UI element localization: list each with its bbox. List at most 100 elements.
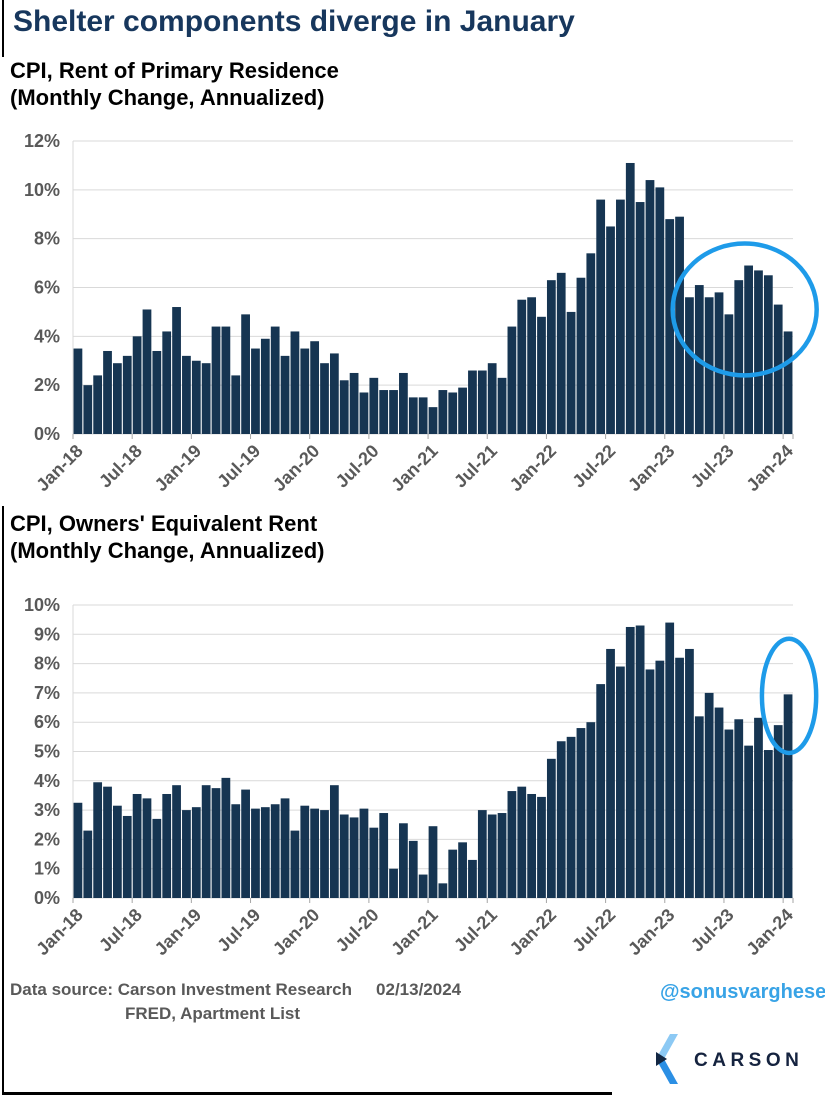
x-tick-label: Jan-23 bbox=[624, 905, 678, 959]
bar-Aug-18 bbox=[142, 798, 152, 898]
bar-Aug-21 bbox=[497, 377, 507, 434]
x-tick-label: Jul-20 bbox=[332, 905, 383, 956]
y-tick-label: 5% bbox=[34, 742, 60, 762]
y-tick-label: 6% bbox=[34, 712, 60, 732]
bar-Feb-20 bbox=[320, 810, 329, 898]
bar-May-20 bbox=[349, 372, 359, 434]
rent-chart-title-line2: (Monthly Change, Annualized) bbox=[10, 85, 325, 110]
owners-equivalent-rent-chart: 0% 1% 2% 3% 4% 5% 6% 7% 8% 9% 10% Jan-18 Jul-18 Jan-1… bbox=[24, 595, 819, 959]
bar-Sep-22 bbox=[625, 626, 635, 898]
bar-May-18 bbox=[113, 805, 122, 898]
bar-Jun-20 bbox=[359, 392, 369, 434]
bar-Dec-20 bbox=[418, 397, 428, 435]
bar-Oct-21 bbox=[517, 299, 527, 434]
bar-Jul-21 bbox=[487, 363, 497, 434]
bar-Jan-18 bbox=[73, 802, 83, 898]
carson-logo-mark-notch bbox=[656, 1052, 667, 1066]
bar-May-20 bbox=[349, 817, 359, 899]
y-tick-label: 0% bbox=[34, 888, 60, 908]
bar-Mar-23 bbox=[685, 648, 694, 898]
bar-Sep-18 bbox=[152, 818, 162, 898]
x-tick-label: Jan-24 bbox=[742, 905, 796, 959]
bar-May-19 bbox=[231, 375, 241, 434]
bar-Oct-22 bbox=[635, 625, 645, 898]
bar-Jan-19 bbox=[191, 807, 201, 898]
bar-Aug-19 bbox=[260, 338, 270, 434]
bar-Mar-21 bbox=[448, 392, 458, 434]
x-tick-label: Jul-19 bbox=[213, 905, 264, 956]
bar-Jul-19 bbox=[251, 348, 260, 434]
bar-Feb-19 bbox=[201, 363, 211, 434]
bar-Feb-18 bbox=[83, 830, 93, 898]
bar-Mar-20 bbox=[329, 353, 339, 435]
bar-Jul-22 bbox=[606, 648, 615, 898]
bar-Nov-20 bbox=[408, 397, 418, 435]
bar-Aug-19 bbox=[260, 807, 270, 898]
bar-May-23 bbox=[704, 692, 714, 898]
bar-Mar-22 bbox=[566, 311, 576, 434]
x-tick-label: Jul-23 bbox=[687, 905, 738, 956]
y-tick-label: 9% bbox=[34, 624, 60, 644]
highlight-ellipse bbox=[759, 636, 819, 756]
bar-Jul-18 bbox=[132, 336, 142, 434]
bar-Jun-23 bbox=[714, 292, 724, 434]
bar-Jul-22 bbox=[606, 226, 615, 434]
x-tick-label: Jul-21 bbox=[450, 905, 501, 956]
x-tick-label: Jul-22 bbox=[568, 441, 619, 492]
bar-Jul-21 bbox=[487, 814, 497, 899]
x-tick-label: Jan-19 bbox=[151, 441, 205, 495]
y-tick-label: 2% bbox=[34, 375, 60, 395]
bar-Jul-19 bbox=[251, 808, 260, 898]
bar-Oct-21 bbox=[517, 786, 527, 898]
bar-Sep-19 bbox=[270, 326, 280, 434]
x-tick-label: Jul-18 bbox=[95, 441, 146, 492]
x-tick-label: Jan-20 bbox=[269, 905, 323, 959]
bar-May-21 bbox=[468, 859, 477, 898]
bar-Nov-21 bbox=[527, 793, 537, 899]
bar-Apr-20 bbox=[339, 380, 349, 434]
bar-Dec-22 bbox=[655, 187, 665, 434]
x-tick-label: Jul-22 bbox=[568, 905, 619, 956]
bar-Dec-21 bbox=[537, 316, 546, 434]
x-tick-label: Jan-19 bbox=[151, 905, 205, 959]
y-tick-label: 6% bbox=[34, 278, 60, 298]
x-tick-label: Jul-21 bbox=[450, 441, 501, 492]
bar-Dec-20 bbox=[418, 874, 428, 898]
bar-Jan-23 bbox=[665, 219, 675, 434]
bar-Jun-22 bbox=[596, 199, 606, 434]
bar-May-18 bbox=[113, 363, 122, 434]
bar-Nov-21 bbox=[527, 297, 537, 434]
bar-Dec-22 bbox=[655, 660, 665, 898]
bar-Feb-19 bbox=[201, 785, 211, 898]
carson-logo-mark-top bbox=[656, 1034, 678, 1059]
bar-Jun-21 bbox=[477, 810, 487, 898]
bar-Nov-19 bbox=[290, 331, 300, 434]
y-tick-label: 2% bbox=[34, 829, 60, 849]
bar-Dec-23 bbox=[773, 725, 783, 898]
bar-Mar-20 bbox=[329, 785, 339, 898]
bar-Jan-24 bbox=[783, 694, 793, 898]
bar-Nov-23 bbox=[763, 750, 773, 898]
y-tick-label: 3% bbox=[34, 800, 60, 820]
x-tick-label: Jan-22 bbox=[506, 905, 560, 959]
bar-Jul-20 bbox=[369, 377, 379, 434]
bar-Feb-21 bbox=[438, 390, 448, 434]
bar-Mar-18 bbox=[93, 375, 103, 434]
bar-Jan-20 bbox=[310, 808, 320, 898]
oer-chart-title-line1: CPI, Owners' Equivalent Rent bbox=[10, 511, 318, 536]
bar-Apr-19 bbox=[221, 777, 231, 898]
frame-border-left-bottom bbox=[2, 506, 4, 1094]
bar-Nov-22 bbox=[645, 669, 655, 898]
carson-logo-mark-bottom bbox=[656, 1059, 678, 1084]
x-tick-label: Jan-18 bbox=[32, 905, 86, 959]
bar-Oct-20 bbox=[399, 372, 408, 434]
bar-Apr-21 bbox=[458, 387, 467, 434]
bar-Aug-21 bbox=[497, 813, 507, 898]
bar-Aug-20 bbox=[379, 813, 389, 898]
bar-Feb-22 bbox=[556, 272, 566, 434]
bar-Mar-19 bbox=[211, 326, 221, 434]
bar-Apr-21 bbox=[458, 842, 467, 898]
bar-Apr-20 bbox=[339, 814, 349, 899]
bar-Aug-22 bbox=[616, 666, 625, 898]
